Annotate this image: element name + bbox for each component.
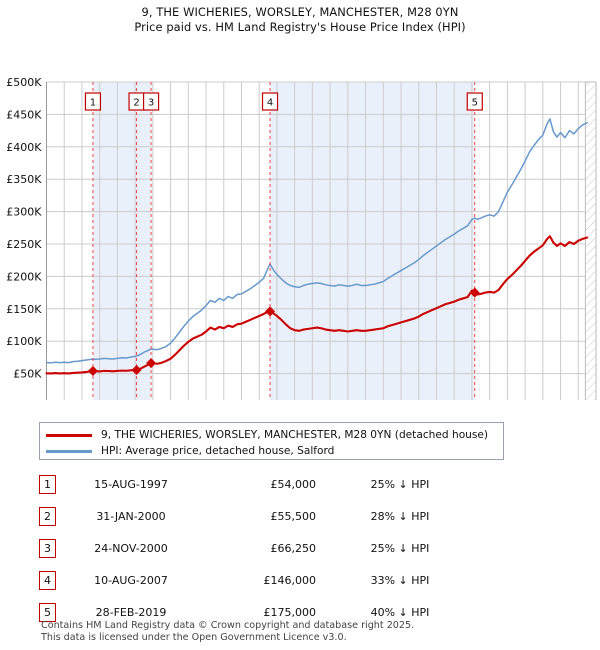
transaction-band <box>270 82 475 400</box>
table-row[interactable]: 1 15-AUG-1997 £54,000 25% ↓ HPI <box>39 468 509 500</box>
row-number-badge[interactable]: 1 <box>39 474 56 494</box>
row-date: 15-AUG-1997 <box>94 477 168 491</box>
transaction-vlines <box>92 82 476 400</box>
row-price: £175,000 <box>263 605 317 619</box>
table-row[interactable]: 2 31-JAN-2000 £55,500 28% ↓ HPI <box>39 500 509 532</box>
row-date: 31-JAN-2000 <box>96 509 166 523</box>
transaction-band <box>92 82 137 400</box>
y-axis-tick-label: £50K <box>13 368 42 381</box>
row-price: £66,250 <box>270 541 317 555</box>
marker-number-box[interactable] <box>84 92 102 111</box>
legend-item-price-paid: 9, THE WICHERIES, WORSLEY, MANCHESTER, M… <box>46 427 503 443</box>
y-axis-tick-label: £400K <box>6 141 42 154</box>
row-number-badge[interactable]: 3 <box>39 538 56 558</box>
future-region <box>584 81 597 400</box>
row-date: 28-FEB-2019 <box>95 605 167 619</box>
title-line-1: 9, THE WICHERIES, WORSLEY, MANCHESTER, M… <box>141 5 459 19</box>
row-number-badge[interactable]: 4 <box>39 570 56 590</box>
row-date: 10-AUG-2007 <box>94 573 168 587</box>
y-axis-tick-label: £350K <box>6 173 42 186</box>
marker-number-box[interactable] <box>261 92 279 111</box>
y-axis-tick-label: £150K <box>6 303 42 316</box>
y-axis-tick-label: £300K <box>6 206 42 219</box>
y-axis-tick-label: £200K <box>6 270 42 283</box>
transactions-table: 1 15-AUG-1997 £54,000 25% ↓ HPI 2 31-JAN-2000… <box>39 468 509 628</box>
row-date: 24-NOV-2000 <box>94 541 168 555</box>
transaction-diamond-marker[interactable] <box>131 365 142 376</box>
legend-label-hpi: HPI: Average price, detached house, Salf… <box>101 445 335 457</box>
y-axis-tick-label: £500K <box>6 76 42 89</box>
marker-number-label: 1 <box>90 98 96 109</box>
transaction-diamond-marker[interactable] <box>469 287 480 298</box>
row-hpi-delta: 33% ↓ HPI <box>370 573 430 587</box>
footer-line-1: Contains HM Land Registry data © Crown c… <box>41 620 415 631</box>
row-price: £55,500 <box>270 509 317 523</box>
marker-number-label: 2 <box>133 98 139 109</box>
row-price: £54,000 <box>270 477 317 491</box>
marker-number-box[interactable] <box>466 92 483 111</box>
transaction-diamond-marker[interactable] <box>265 306 276 317</box>
transaction-bands <box>92 82 475 400</box>
transaction-diamond-marker[interactable] <box>87 366 98 377</box>
future-hatched-region <box>584 81 597 400</box>
marker-number-box[interactable] <box>142 92 160 111</box>
legend-swatch-hpi <box>46 449 92 453</box>
row-hpi-delta: 28% ↓ HPI <box>370 509 430 523</box>
y-axis-labels: £0£50K£100K£150K£200K£250K£300K£350K£400… <box>6 76 42 381</box>
y-axis-tick-label: £450K <box>6 108 42 121</box>
transaction-band <box>136 82 152 400</box>
row-hpi-delta: 40% ↓ HPI <box>370 605 430 619</box>
y-axis-tick-label: £100K <box>6 335 42 348</box>
transaction-point-markers <box>87 287 480 377</box>
chart-svg: £0£50K£100K£150K£200K£250K£300K£350K£400… <box>6 76 597 400</box>
footer-attribution: Contains HM Land Registry data © Crown c… <box>41 620 561 643</box>
row-hpi-delta: 25% ↓ HPI <box>370 541 430 555</box>
legend-item-hpi: HPI: Average price, detached house, Salf… <box>46 443 503 459</box>
footer-line-2: This data is licensed under the Open Gov… <box>41 631 347 643</box>
row-number-badge[interactable]: 2 <box>39 506 56 526</box>
price-hpi-chart: £0£50K£100K£150K£200K£250K£300K£350K£400… <box>0 35 600 400</box>
table-row[interactable]: 3 24-NOV-2000 £66,250 25% ↓ HPI <box>39 532 509 564</box>
legend-label-price-paid: 9, THE WICHERIES, WORSLEY, MANCHESTER, M… <box>101 429 489 441</box>
series-line-hpi <box>45 118 588 364</box>
marker-number-label: 5 <box>472 98 478 109</box>
marker-number-label: 3 <box>148 98 154 109</box>
y-axis-tick-label: £250K <box>6 238 42 251</box>
title-line-2: Price paid vs. HM Land Registry's House … <box>134 20 466 34</box>
table-row[interactable]: 5 28-FEB-2019 £175,000 40% ↓ HPI <box>39 596 509 628</box>
chart-legend: 9, THE WICHERIES, WORSLEY, MANCHESTER, M… <box>39 422 504 460</box>
transaction-diamond-marker[interactable] <box>146 358 157 369</box>
row-number-badge[interactable]: 5 <box>39 602 56 622</box>
row-price: £146,000 <box>263 573 317 587</box>
table-row[interactable]: 4 10-AUG-2007 £146,000 33% ↓ HPI <box>39 564 509 596</box>
page-title: 9, THE WICHERIES, WORSLEY, MANCHESTER, M… <box>0 0 600 35</box>
row-hpi-delta: 25% ↓ HPI <box>370 477 430 491</box>
legend-swatch-price-paid <box>46 433 92 437</box>
marker-number-label: 4 <box>267 98 273 109</box>
